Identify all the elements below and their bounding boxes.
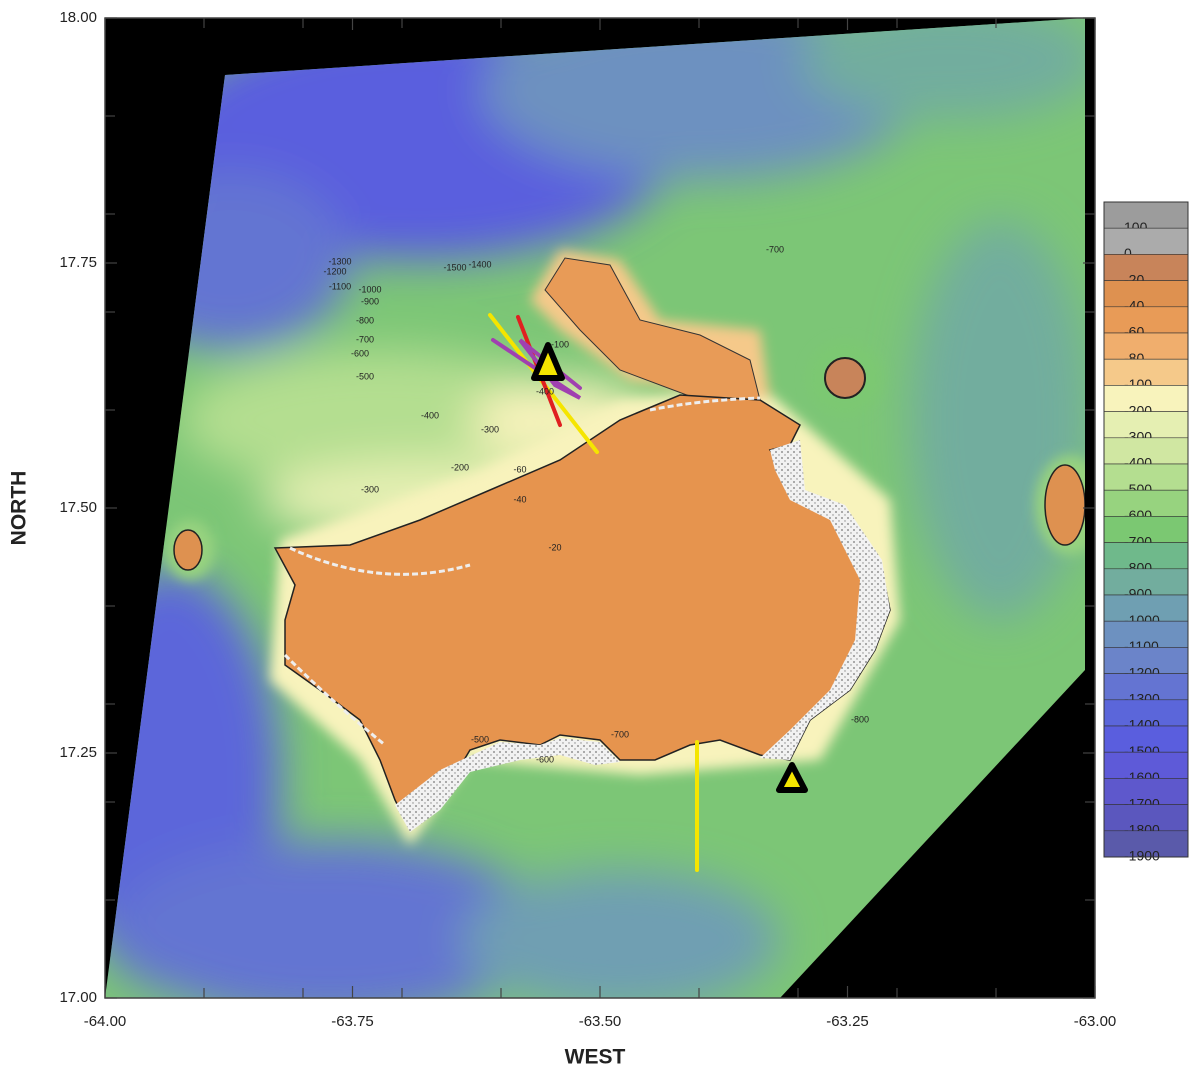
contour-label: -700 [766,244,784,254]
contour-label: -400 [536,386,554,396]
colorbar-swatch [1103,437,1189,465]
colorbar-swatch [1103,306,1189,334]
colorbar-swatch [1103,254,1189,281]
x-tick-label: -63.75 [331,1013,374,1030]
contour-label: -300 [361,484,379,494]
contour-label: -1400 [468,259,491,269]
island [273,394,891,832]
y-tick-label: 17.50 [59,499,97,516]
contour-label: -100 [551,339,569,349]
x-tick-label: -63.00 [1074,1013,1117,1030]
colorbar-frame [1103,201,1189,858]
colorbar-swatch [1103,699,1189,727]
contour-labels: -1500 -1400 -1300-1200 -1100 -1000 -900 -800 -7… [323,244,869,764]
colorbar-swatch [1103,227,1189,255]
colorbar-swatch [1103,751,1189,779]
contour-label: -300 [481,424,499,434]
reef [760,440,890,760]
x-tick-label: -63.50 [579,1013,622,1030]
contour-label: -400 [421,410,439,420]
colorbar-label: 0 [1124,245,1132,261]
contour-label: -60 [513,464,526,474]
site-markers [531,342,808,793]
contour-label: -900 [361,296,379,306]
colorbar: 1000-20-40-60-80-100-200-300-400-500-600… [1103,201,1189,864]
contour-label: -200 [451,462,469,472]
colorbar-swatch [1103,647,1189,674]
x-tick-label: -63.25 [826,1013,869,1030]
contour-label: -1200 [323,266,346,276]
contour-label: -1000 [358,284,381,294]
axes: -64.00 -63.75 -63.50 -63.25 -63.00 17.00 17.25… [59,9,1116,1030]
contour-label: -20 [548,542,561,552]
contour-label: -800 [851,714,869,724]
colorbar-swatch [1103,332,1189,360]
contour-label: -700 [611,729,629,739]
colorbar-swatch [1103,725,1189,753]
contour-label: -1100 [329,281,351,291]
contour-label: -1300 [328,256,351,266]
contour-label: -1500 [443,262,466,272]
y-axis-title: NORTH [8,471,31,546]
contour-label: -600 [536,754,554,764]
contour-label: -500 [471,734,489,744]
y-tick-label: 17.75 [59,254,97,271]
x-tick-label: -64.00 [84,1013,127,1030]
contour-label: -600 [351,348,369,358]
y-tick-label: 17.00 [59,989,97,1006]
colorbar-swatch [1103,542,1189,570]
x-axis-title: WEST [565,1046,626,1069]
contour-label: -700 [356,334,374,344]
colorbar-label: -1900 [1124,848,1160,864]
y-tick-label: 18.00 [59,9,97,26]
colorbar-swatch [1103,358,1189,386]
contour-label: -500 [356,371,374,381]
colorbar-swatch [1103,489,1189,517]
colorbar-swatch [1103,411,1189,439]
contour-label: -800 [356,315,374,325]
map-area: -1500 -1400 -1300-1200 -1100 -1000 -900 -800 -7… [105,18,1095,998]
contour-label: -40 [513,494,526,504]
y-tick-label: 17.25 [59,744,97,761]
colorbar-swatch [1103,280,1189,308]
colorbar-swatch [1103,620,1189,648]
